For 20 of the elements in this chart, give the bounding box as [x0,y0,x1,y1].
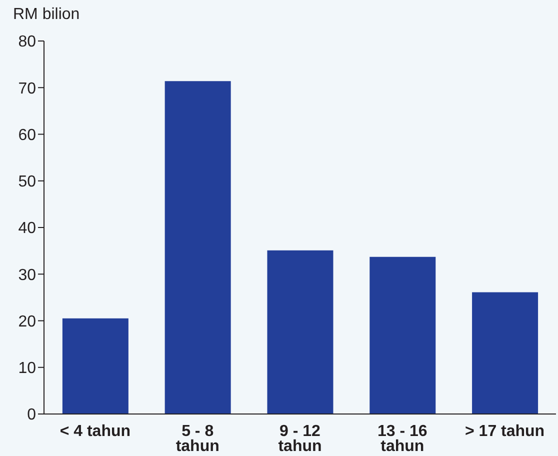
bar [472,292,538,414]
bar [164,81,231,414]
y-tick-label: 70 [18,80,36,98]
x-tick-label: 5 - 8 tahun [176,423,220,455]
y-tick-label: 10 [18,360,36,378]
bar [62,318,128,414]
y-tick-label: 50 [18,174,36,191]
x-tick-label: 13 - 16 tahun [377,423,428,455]
x-tick-label: 9 - 12 tahun [278,423,322,455]
y-tick-label: 20 [18,313,36,330]
y-tick-label: 40 [18,220,36,238]
y-axis-title: RM bilion [13,6,80,24]
x-tick-label: > 17 tahun [465,423,545,440]
bar [267,250,334,414]
y-tick-label: 60 [18,126,36,144]
y-tick-label: 30 [18,266,36,284]
y-tick-label: 80 [18,34,36,51]
x-tick-label: < 4 tahun [60,423,131,440]
bar [370,256,436,414]
y-tick-label: 0 [27,406,36,424]
